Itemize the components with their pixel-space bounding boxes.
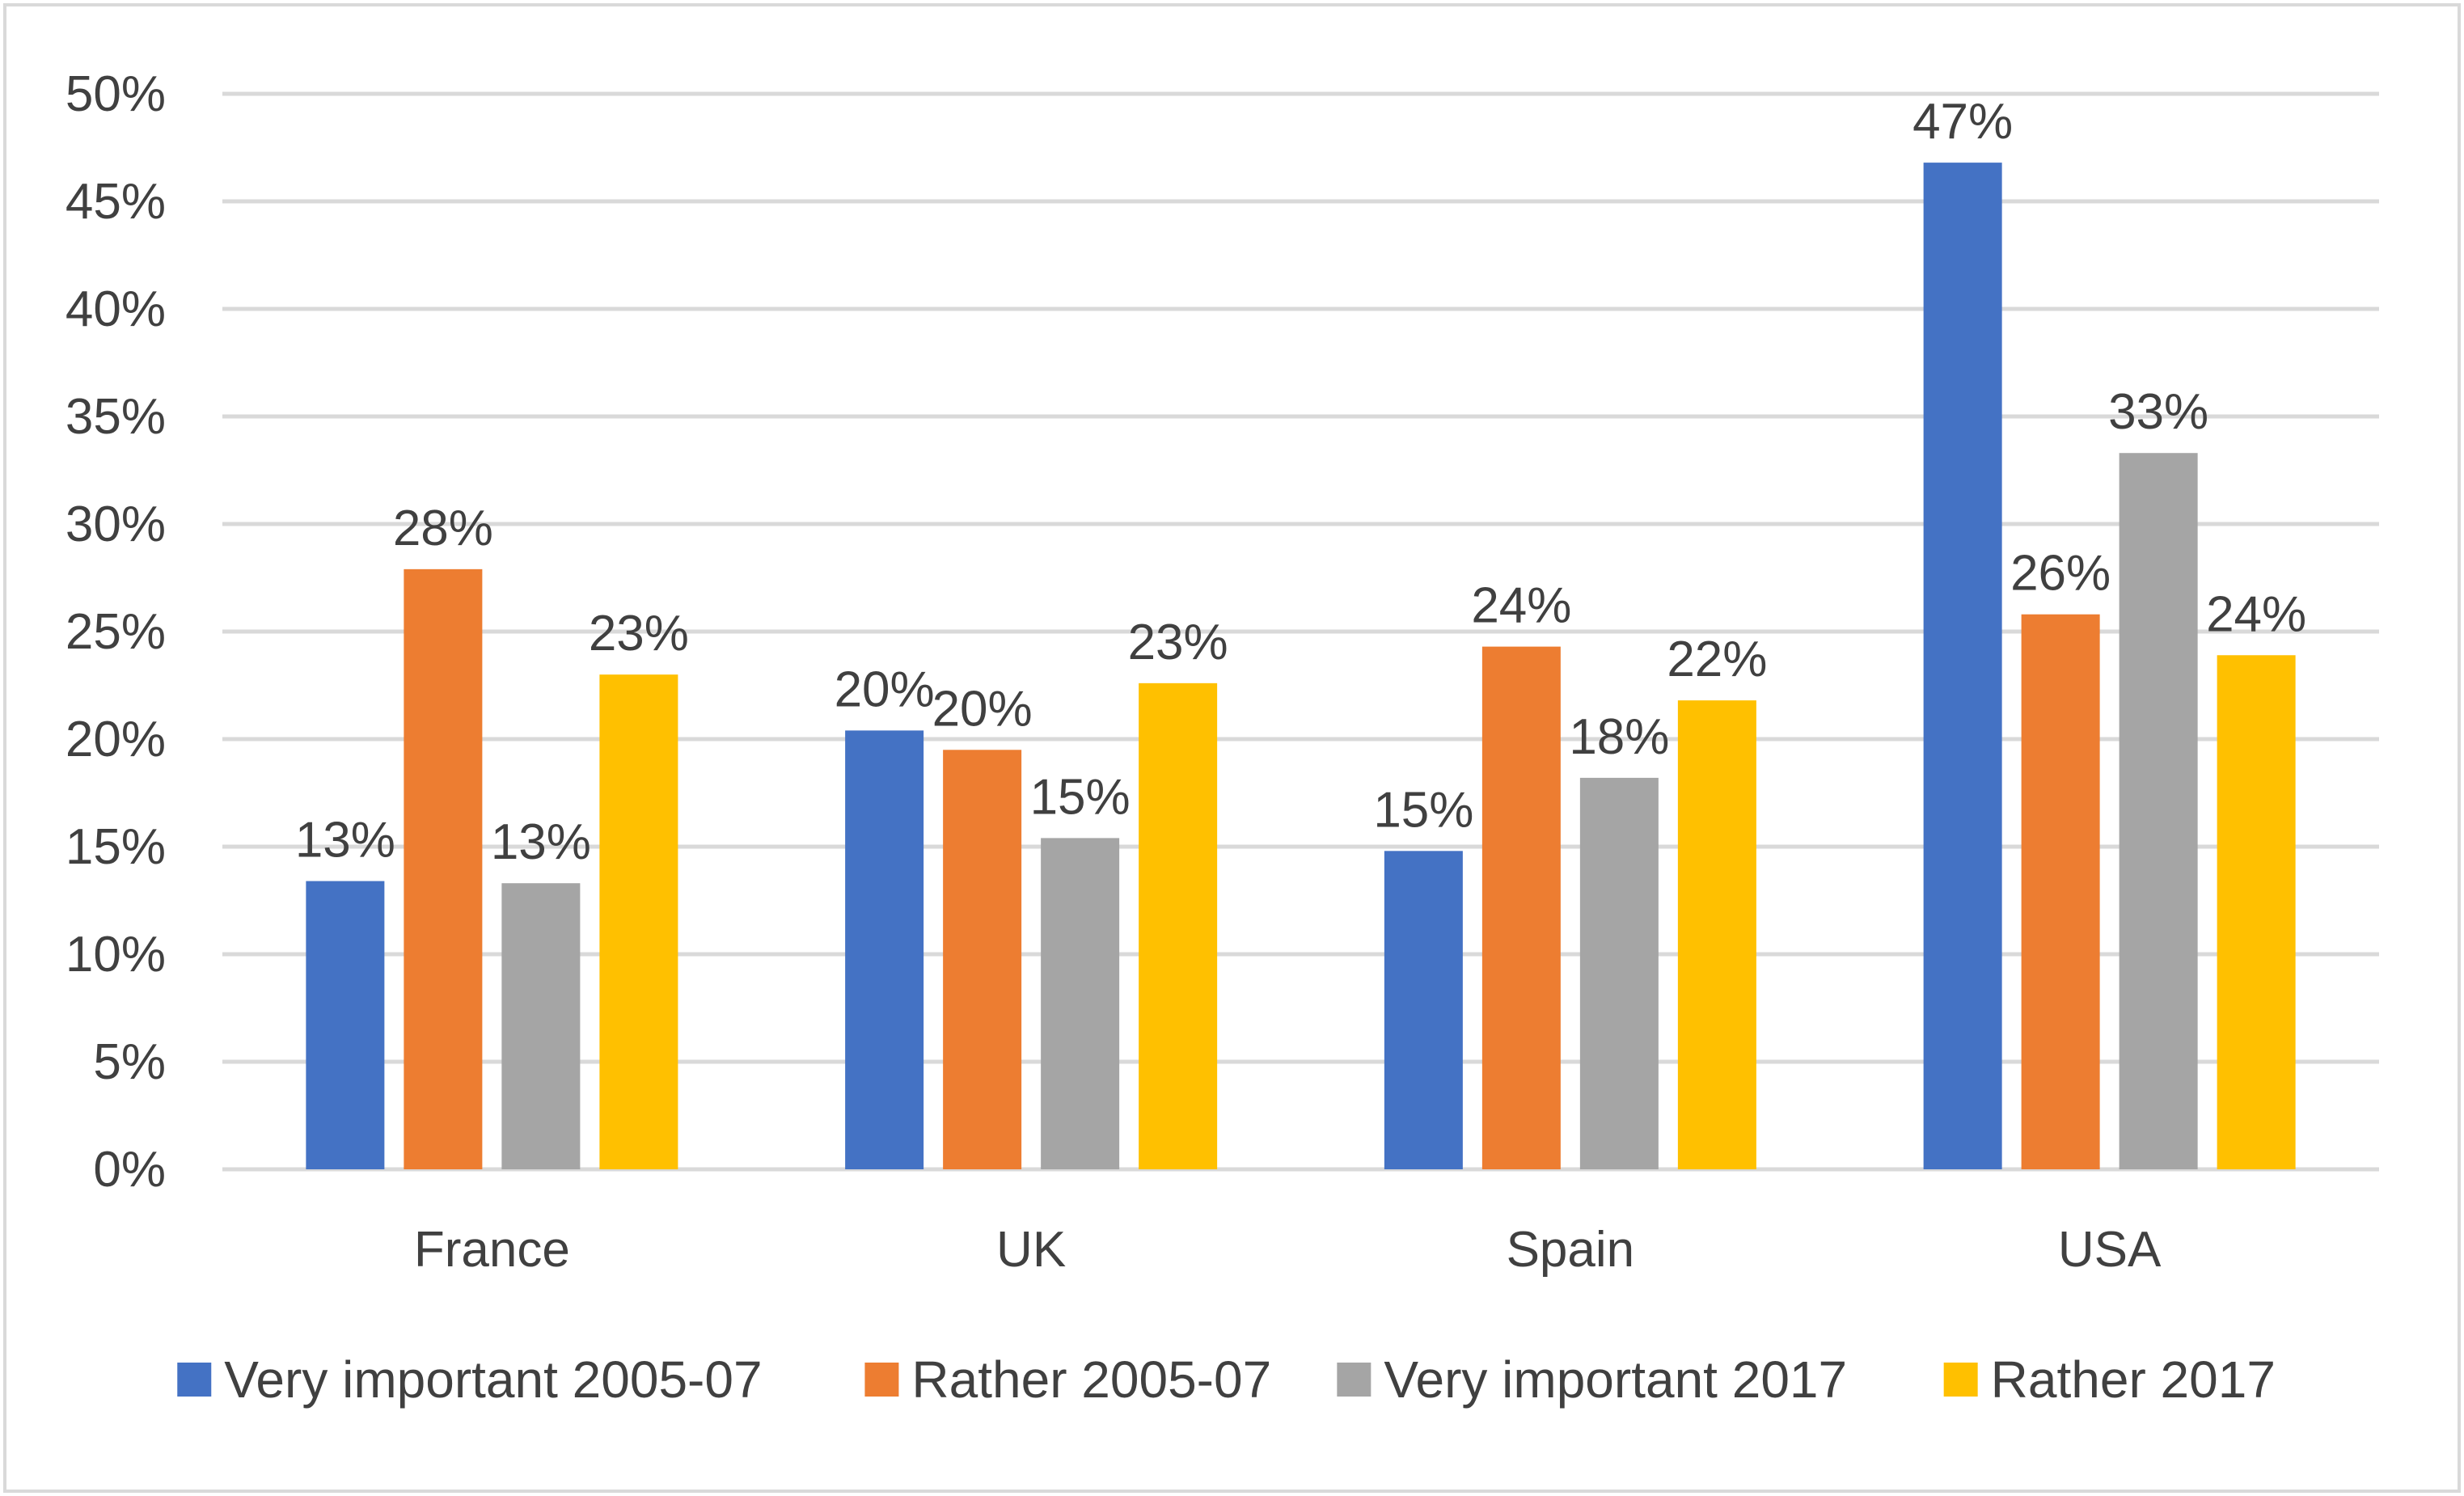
bar <box>1139 682 1218 1169</box>
y-tick-label: 30% <box>66 497 166 552</box>
bar <box>1677 700 1756 1169</box>
x-axis-ticks: France UK Spain USA <box>414 1222 2162 1278</box>
legend-swatch <box>1337 1363 1371 1397</box>
x-tick-label: Spain <box>1507 1222 1635 1278</box>
bar <box>1041 838 1120 1169</box>
legend-swatch <box>177 1363 212 1397</box>
y-tick-label: 15% <box>66 819 166 875</box>
data-label: 15% <box>1373 782 1473 838</box>
legend-swatch <box>1943 1363 1978 1397</box>
bar <box>599 674 678 1169</box>
bar <box>1923 163 2002 1169</box>
x-tick-label: UK <box>996 1222 1066 1278</box>
data-label: 24% <box>2206 586 2306 642</box>
y-tick-label: 50% <box>66 66 166 122</box>
bar <box>1384 851 1463 1169</box>
legend-swatch <box>864 1363 899 1397</box>
y-tick-label: 5% <box>93 1034 166 1090</box>
data-label: 47% <box>1912 94 2013 150</box>
bar <box>845 730 924 1169</box>
legend-label: Very important 2017 <box>1384 1350 1847 1409</box>
data-label: 13% <box>491 814 591 870</box>
gridlines <box>222 91 2379 1172</box>
y-axis-ticks: 0% 5% 10% 15% 20% 25% 30% 35% 40% 45% 50% <box>66 66 166 1198</box>
data-label: 13% <box>295 813 395 868</box>
data-label: 20% <box>835 661 935 717</box>
data-label: 20% <box>932 681 1033 737</box>
bar <box>501 883 581 1169</box>
data-label: 18% <box>1569 709 1669 765</box>
legend: Very important 2005-07 Rather 2005-07 Very… <box>177 1350 2276 1409</box>
bar <box>943 750 1022 1169</box>
bar <box>1481 646 1561 1169</box>
y-tick-label: 10% <box>66 927 166 983</box>
bar <box>2021 614 2100 1169</box>
y-tick-label: 20% <box>66 712 166 767</box>
bar <box>1579 777 1659 1169</box>
y-tick-label: 35% <box>66 389 166 445</box>
y-tick-label: 40% <box>66 281 166 337</box>
legend-label: Rather 2005-07 <box>911 1350 1271 1409</box>
data-label: 33% <box>2108 384 2208 440</box>
legend-label: Rather 2017 <box>1991 1350 2276 1409</box>
data-label: 24% <box>1471 578 1571 634</box>
bar <box>306 881 385 1169</box>
data-label: 23% <box>1128 615 1228 670</box>
bar <box>2119 453 2198 1169</box>
x-tick-label: USA <box>2058 1222 2162 1278</box>
legend-label: Very important 2005-07 <box>224 1350 762 1409</box>
data-label: 28% <box>393 501 493 556</box>
y-tick-label: 45% <box>66 174 166 230</box>
data-labels: 13% 28% 13% 23% 20%20% 15% 23% 15% 24% 18% 22% 47% 2… <box>295 94 2306 870</box>
x-tick-label: France <box>414 1222 570 1278</box>
data-label: 23% <box>589 606 689 661</box>
data-label: 22% <box>1667 632 1767 687</box>
data-label: 26% <box>2010 546 2111 602</box>
y-tick-label: 25% <box>66 604 166 660</box>
bar <box>2217 655 2296 1169</box>
data-label: 15% <box>1030 769 1131 825</box>
bar <box>404 568 483 1169</box>
y-tick-label: 0% <box>93 1142 166 1198</box>
bars <box>306 163 2296 1169</box>
